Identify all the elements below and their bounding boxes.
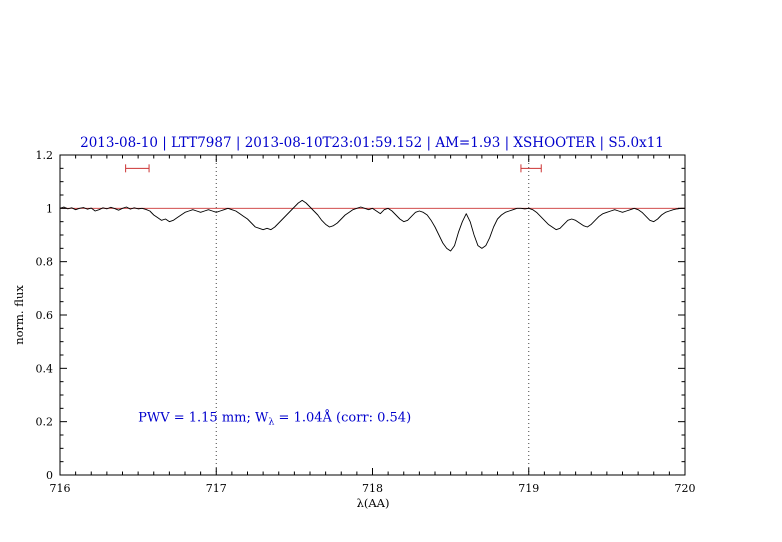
x-tick-label: 717 — [206, 482, 227, 495]
plot-border — [59, 154, 686, 476]
y-axis-label: norm. flux — [12, 285, 26, 345]
plot-title: 2013-08-10 | LTT7987 | 2013-08-10T23:01:… — [80, 135, 664, 151]
y-tick-label: 0.2 — [36, 416, 54, 429]
axis-ticks — [59, 154, 686, 476]
y-tick-label: 0.8 — [36, 256, 54, 269]
telluric-markers — [125, 164, 542, 173]
y-tick-label: 0.6 — [36, 309, 54, 322]
x-axis-label: λ(AA) — [357, 496, 390, 510]
x-tick-label: 720 — [675, 482, 696, 495]
pwv-annotation-lambda-subscript: λ — [268, 417, 274, 428]
y-tick-label: 1 — [46, 202, 53, 215]
x-tick-label: 718 — [362, 482, 383, 495]
pwv-annotation-suffix: = 1.04Å (corr: 0.54) — [274, 410, 411, 426]
spectrum-polyline — [59, 199, 685, 252]
plot-frame — [59, 154, 686, 476]
y-tick-label: 1.2 — [36, 149, 54, 162]
x-tick-label: 716 — [50, 482, 71, 495]
y-tick-label: 0 — [46, 469, 53, 482]
pwv-annotation: PWV = 1.15 mm; Wλ = 1.04Å (corr: 0.54) — [138, 410, 411, 428]
y-tick-label: 0.4 — [36, 362, 54, 375]
pwv-annotation-prefix: PWV = 1.15 mm; W — [138, 411, 269, 426]
x-tick-label: 719 — [518, 482, 539, 495]
dotted-guides — [215, 155, 530, 475]
tick-labels: 716 717 718 719 720 0 0.2 0.4 0.6 0.8 1 1.2 — [36, 149, 696, 495]
spectrum-line — [59, 199, 685, 252]
